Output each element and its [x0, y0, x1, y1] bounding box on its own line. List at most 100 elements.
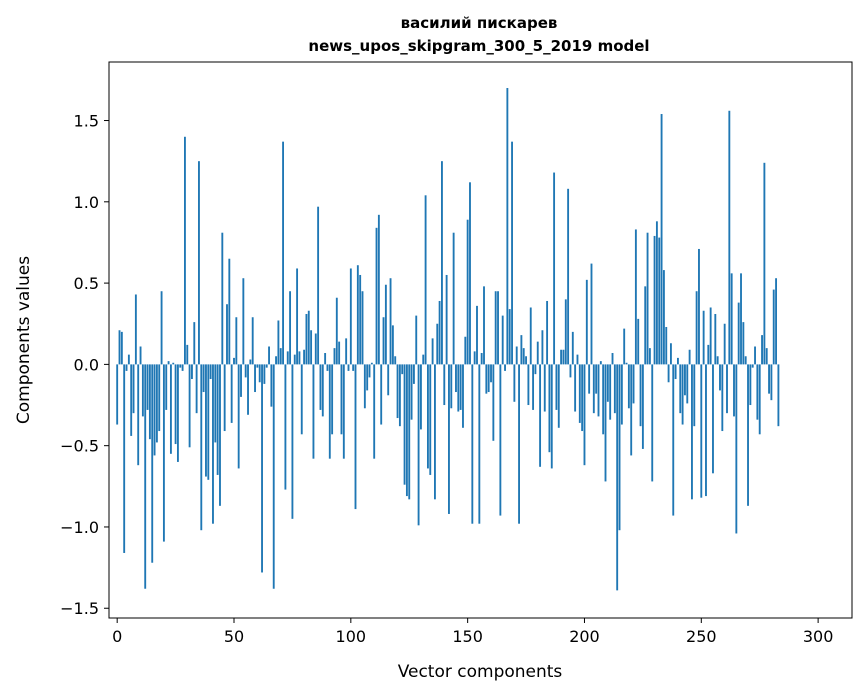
bar-173: [520, 335, 523, 365]
bar-58: [251, 317, 254, 365]
bar-44: [219, 364, 221, 506]
bar-231: [655, 221, 658, 365]
bar-275: [758, 364, 761, 435]
bar-2: [120, 331, 123, 365]
bar-261: [726, 364, 728, 414]
bar-42: [214, 364, 217, 443]
bar-82: [307, 310, 310, 365]
bar-252: [705, 364, 707, 497]
bar-267: [740, 273, 742, 365]
bar-98: [345, 338, 348, 365]
x-axis-label: Vector components: [398, 662, 563, 682]
bar-135: [431, 338, 434, 365]
bar-129: [417, 364, 420, 526]
bar-177: [529, 307, 532, 365]
bar-282: [775, 278, 777, 365]
bar-26: [176, 364, 179, 462]
bar-178: [532, 364, 535, 410]
bar-203: [590, 263, 593, 365]
bar-96: [340, 364, 343, 435]
bar-171: [515, 346, 518, 365]
bar-59: [254, 364, 256, 393]
bar-217: [623, 328, 626, 365]
bar-262: [728, 110, 731, 365]
bar-10: [139, 346, 142, 365]
bar-32: [191, 364, 193, 380]
bar-159: [487, 364, 490, 393]
bar-120: [396, 364, 399, 419]
bar-15: [151, 364, 154, 563]
bar-121: [398, 364, 401, 427]
bar-56: [247, 364, 249, 415]
bar-197: [576, 354, 579, 365]
bar-81: [305, 313, 308, 365]
bar-86: [317, 206, 320, 365]
bar-189: [557, 364, 560, 428]
bar-283: [777, 364, 780, 427]
y-axis: −1.5 −1.0 −0.5 0.0 0.5 1.0 1.5: [60, 112, 109, 618]
bar-249: [698, 248, 700, 365]
bar-247: [693, 364, 696, 427]
x-tick-label: 200: [569, 627, 600, 646]
bar-141: [445, 274, 448, 365]
bar-215: [618, 364, 621, 531]
bar-251: [702, 310, 705, 365]
bar-200: [583, 364, 586, 466]
bar-245: [688, 349, 691, 365]
bar-92: [331, 364, 334, 435]
y-tick-label: 1.5: [74, 112, 99, 131]
bar-133: [426, 364, 429, 469]
bar-108: [368, 364, 371, 378]
bar-152: [471, 364, 474, 524]
bar-84: [312, 364, 315, 459]
bar-27: [179, 364, 182, 368]
y-tick-label: 0.0: [74, 355, 99, 374]
bar-255: [712, 364, 714, 474]
bar-222: [634, 229, 637, 365]
bar-20: [162, 364, 165, 542]
bar-131: [422, 354, 425, 365]
bar-51: [235, 317, 238, 365]
bar-53: [240, 364, 242, 397]
bar-91: [328, 364, 331, 459]
bar-202: [588, 364, 591, 394]
bar-130: [419, 364, 422, 430]
bar-263: [730, 273, 733, 365]
bar-110: [373, 364, 376, 459]
bar-72: [284, 364, 287, 490]
bar-277: [763, 162, 766, 365]
bar-161: [492, 364, 495, 441]
bar-63: [263, 364, 266, 384]
bar-220: [630, 364, 633, 456]
bar-85: [314, 333, 317, 365]
bar-64: [265, 364, 268, 368]
bar-95: [338, 341, 341, 365]
bar-107: [366, 364, 369, 391]
bar-272: [751, 364, 754, 368]
bar-153: [473, 351, 476, 365]
bar-79: [300, 364, 303, 435]
bar-268: [742, 322, 745, 365]
bar-119: [394, 356, 397, 365]
bar-24: [172, 362, 175, 365]
bar-134: [429, 364, 432, 475]
bar-196: [574, 364, 577, 412]
bar-136: [434, 364, 436, 500]
bar-65: [268, 346, 270, 365]
bar-61: [258, 364, 261, 383]
bar-48: [228, 258, 231, 365]
bar-253: [707, 344, 710, 365]
bar-113: [380, 364, 383, 425]
bar-260: [723, 323, 726, 365]
bar-124: [405, 364, 408, 497]
bar-100: [349, 268, 352, 365]
bar-155: [478, 364, 481, 524]
x-axis: 0 50 100 150 200 250 300: [112, 618, 833, 646]
bar-238: [672, 364, 675, 516]
bar-180: [536, 341, 539, 365]
bar-11: [141, 364, 144, 417]
bar-132: [424, 195, 427, 365]
bar-172: [518, 364, 520, 524]
bar-87: [319, 364, 322, 410]
